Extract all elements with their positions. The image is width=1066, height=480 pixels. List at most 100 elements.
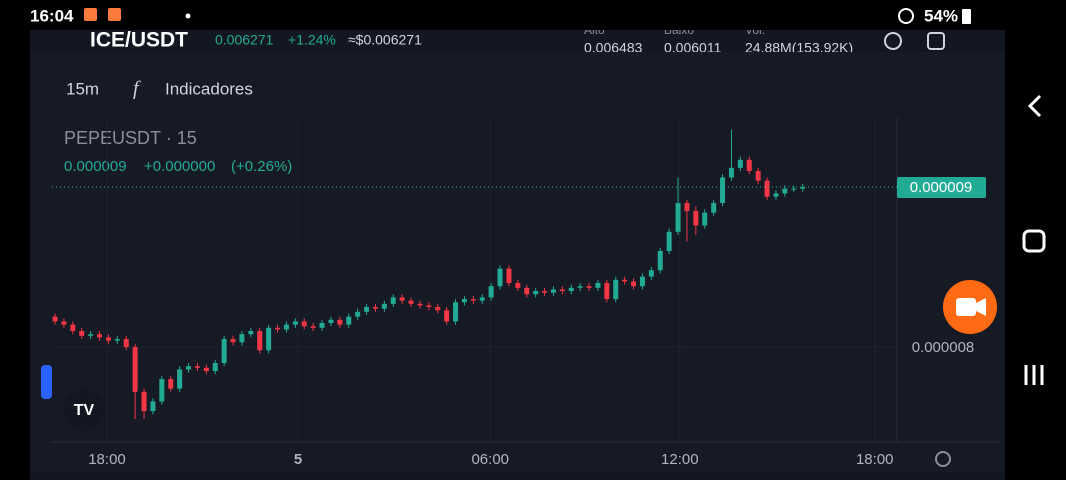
candle-body <box>88 334 94 336</box>
candle-body <box>568 287 574 292</box>
stat-clip <box>30 52 1005 56</box>
usd-price: ≈$0.006271 <box>348 32 422 48</box>
candle-body <box>622 279 628 282</box>
candle-body <box>711 203 717 213</box>
candle-body <box>470 299 476 301</box>
candle-body <box>702 212 708 226</box>
candle-body <box>221 339 227 364</box>
dnd-icon <box>898 8 914 24</box>
candle-body <box>666 231 672 252</box>
candle-body <box>444 310 450 322</box>
record-icon <box>956 298 976 316</box>
candle-body <box>355 311 361 317</box>
status-bar <box>0 0 1066 30</box>
candle-body <box>301 321 307 327</box>
candle-body <box>372 307 378 309</box>
candle-body <box>559 289 565 292</box>
candle-body <box>283 324 289 330</box>
indicators-button[interactable]: Indicadores <box>165 79 253 98</box>
candle-body <box>533 291 539 295</box>
candle-body <box>515 283 521 288</box>
legend-price: 0.000009 <box>64 158 127 175</box>
last-price-badge <box>897 177 986 199</box>
candle-body <box>328 319 334 324</box>
candle-body <box>755 171 761 181</box>
candle-body <box>613 279 619 300</box>
candle-body <box>453 302 459 322</box>
candle-body <box>399 297 405 301</box>
nav-recent[interactable] <box>1024 365 1044 385</box>
last-price-label: 0.000009 <box>910 179 973 196</box>
candle-body <box>186 366 192 370</box>
candle-body <box>150 401 156 412</box>
candle-body <box>479 297 485 301</box>
candle-body <box>230 339 236 343</box>
candle-body <box>105 337 111 341</box>
candle-body <box>426 305 432 308</box>
candle-body <box>720 177 726 204</box>
candle-body <box>168 379 174 389</box>
stat-value: 0.006011 <box>664 40 722 56</box>
candle-body <box>684 203 690 212</box>
candle-body <box>97 334 103 338</box>
candle-body <box>61 321 67 325</box>
candle-body <box>586 286 592 288</box>
axis-settings[interactable] <box>935 451 951 467</box>
x-tick-label: 18:00 <box>88 451 126 468</box>
candle-body <box>595 283 601 288</box>
chart-panel <box>30 52 1005 472</box>
candle-body <box>141 391 147 412</box>
candle-body <box>390 297 396 304</box>
nav-back[interactable] <box>1027 94 1042 118</box>
candle-body <box>310 326 316 328</box>
candle-body <box>800 187 806 189</box>
candle-body <box>639 276 645 287</box>
candle-body <box>631 281 637 287</box>
candle-body <box>461 299 467 303</box>
dot <box>185 13 191 19</box>
settings-button[interactable] <box>884 32 902 50</box>
candle-body <box>266 327 272 351</box>
candle-body <box>346 316 352 325</box>
x-tick-label: 12:00 <box>661 451 699 468</box>
stat-value: 0.006483 <box>584 40 643 56</box>
candle-body <box>364 307 370 312</box>
candle-body <box>604 283 610 300</box>
share-button[interactable] <box>927 32 945 50</box>
candle-body <box>524 287 530 295</box>
candle-body <box>488 286 494 298</box>
battery-icon <box>962 9 971 24</box>
candle-body <box>577 286 583 288</box>
side-toggle[interactable] <box>41 365 52 399</box>
candle-body <box>203 367 209 372</box>
battery-text: 54% <box>924 6 958 25</box>
x-tick-label: 06:00 <box>471 451 509 468</box>
candle-body <box>159 379 165 402</box>
y-tick-label: 0.000008 <box>912 339 975 356</box>
candle-body <box>773 193 779 197</box>
interval-button[interactable]: 15m <box>66 79 99 98</box>
candle-body <box>257 331 263 351</box>
legend-change-pct: (+0.26%) <box>231 158 292 175</box>
candle-body <box>337 319 343 325</box>
change: +1.24% <box>288 32 336 48</box>
x-tick-label: 5 <box>294 451 302 468</box>
candle-body <box>408 300 414 304</box>
chart-title: PEPEUSDT · 15 <box>64 128 197 148</box>
candle-body <box>782 188 788 194</box>
candle-body <box>52 316 58 322</box>
candle-body <box>292 321 298 325</box>
notification-icon <box>84 8 97 21</box>
candle-body <box>194 366 200 368</box>
status-time: 16:04 <box>30 6 74 25</box>
nav-home[interactable] <box>1022 229 1046 253</box>
candle-body <box>542 291 548 293</box>
candle-body <box>114 339 120 341</box>
x-tick-label: 18:00 <box>856 451 894 468</box>
candle-body <box>791 188 797 190</box>
plot: 18:00 5 06:00 12:00 18:00 0.000008 0.000009 <box>52 120 986 468</box>
candle-body <box>746 159 752 172</box>
stat-value: 24.88M(153.92K) <box>745 40 853 56</box>
